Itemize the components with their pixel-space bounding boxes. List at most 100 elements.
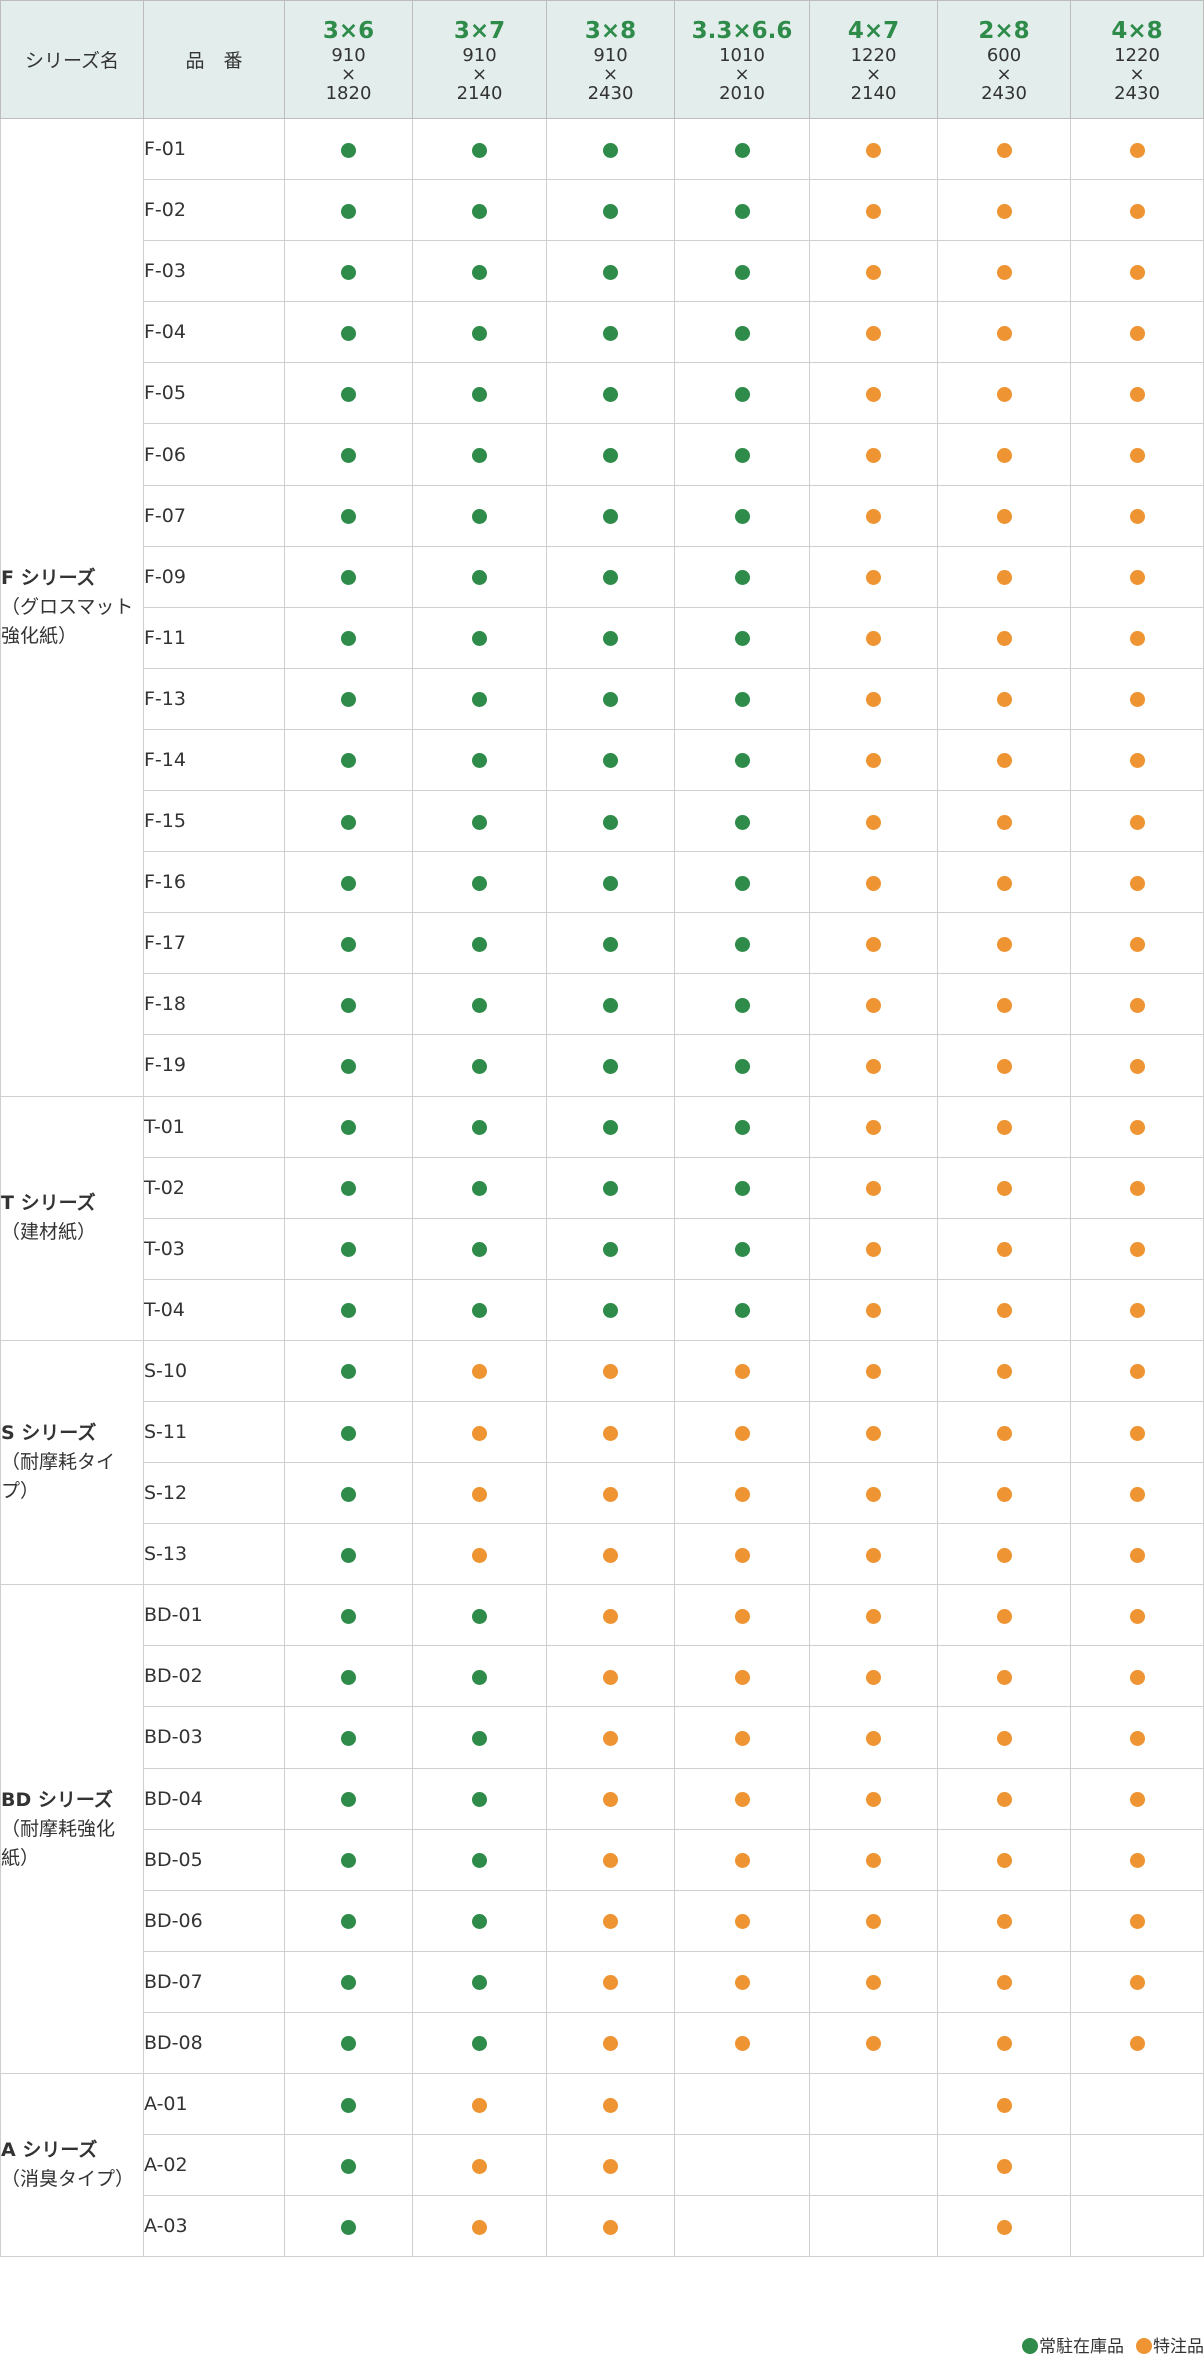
availability-cell [937,1400,1071,1464]
availability-cell [937,1950,1071,2013]
stock-dot-icon [472,1242,487,1258]
special-order-dot-icon [1129,1058,1145,1074]
availability-cell [284,1706,413,1769]
special-order-dot-icon [1129,997,1145,1013]
special-order-dot-icon [866,1058,881,1074]
product-code: S-12 [143,1462,285,1525]
table-row: T シリーズ （建材紙） T-01 [0,1095,1204,1341]
availability-cell [284,2072,413,2136]
size-times: × [1129,64,1145,85]
stock-dot-icon [472,1853,487,1869]
stock-dot-icon [341,1914,356,1930]
availability-cell [1070,179,1204,242]
availability-cell [412,484,547,547]
availability-cell [1070,2195,1204,2258]
special-order-dot-icon [734,1364,750,1380]
availability-cell [412,1400,547,1464]
special-order-dot-icon [996,1975,1012,1991]
product-code: T-04 [143,1278,285,1341]
availability-cell [284,1156,413,1219]
availability-cell [546,1339,675,1402]
stock-dot-icon [734,631,750,647]
availability-cell [809,973,938,1036]
availability-cell [412,728,547,792]
special-order-dot-icon [866,1120,881,1136]
size-header-3x6: 3×6 910 × 1820 [284,0,413,119]
series-name-header: シリーズ名 [0,0,144,119]
size-height: 2140 [456,83,503,104]
series-name-cell: A シリーズ （消臭タイプ） [0,2072,144,2258]
series-name: F シリーズ [1,566,96,589]
stock-dot-icon [603,753,618,769]
availability-cell [674,1217,810,1280]
special-order-dot-icon [866,1303,881,1319]
product-code-header: 品 番 [143,0,285,119]
availability-cell [809,1767,938,1830]
availability-cell [674,606,810,669]
size-label: 4×7 [847,18,900,44]
size-header-3x8: 3×8 910 × 2430 [546,0,675,119]
special-order-dot-icon [996,1364,1012,1380]
stock-dot-icon [472,1669,487,1685]
series-description: （耐摩耗強化紙） [1,1817,116,1869]
table-row: F-13 [1,667,1204,730]
table-row: F-14 [1,728,1204,792]
product-code: BD-05 [143,1828,285,1891]
size-header-4x8: 4×8 1220 × 2430 [1070,0,1204,119]
special-order-dot-icon [996,997,1012,1013]
special-order-dot-icon [1129,1730,1145,1746]
special-order-dot-icon [734,1425,750,1441]
availability-cell [412,117,547,181]
availability-cell [674,1889,810,1952]
availability-cell [809,117,938,181]
table-row: BD シリーズ （耐摩耗強化紙） BD-01 [0,1584,1204,2074]
availability-cell [809,1217,938,1280]
series-name: S シリーズ [1,1422,97,1445]
product-code: BD-06 [143,1889,285,1952]
availability-cell [1070,1706,1204,1769]
stock-dot-icon [603,692,618,708]
availability-cell [809,1339,938,1402]
availability-cell [546,117,675,181]
availability-cell [412,240,547,303]
table-row: S-11 [1,1400,1204,1464]
size-width: 910 [462,45,497,66]
stock-dot-icon [472,997,487,1013]
special-order-dot-icon [866,325,881,341]
availability-cell [937,1584,1071,1647]
special-order-dot-icon [866,448,881,464]
special-order-dot-icon [734,1730,750,1746]
availability-cell [809,301,938,364]
availability-cell [809,912,938,975]
legend-stock-label: 常駐在庫品 [1039,2337,1124,2357]
stock-dot-icon [734,1120,750,1136]
stock-dot-icon [472,264,487,280]
table-row: F-02 [1,179,1204,242]
size-header-3x7: 3×7 910 × 2140 [412,0,547,119]
availability-cell [546,545,675,608]
size-height: 2430 [981,83,1027,104]
availability-cell [546,973,675,1036]
availability-cell [674,2195,810,2258]
size-header-3.3x6.6: 3.3×6.6 1010 × 2010 [674,0,810,119]
stock-dot-icon [341,1669,356,1685]
stock-dot-icon [341,1364,356,1380]
stock-dot-icon [341,1242,356,1258]
special-order-dot-icon [603,1364,618,1380]
stock-dot-icon [472,753,487,769]
special-order-dot-icon [603,2097,618,2113]
stock-dot-icon [603,631,618,647]
product-code: F-07 [143,484,285,547]
availability-cell [1070,301,1204,364]
availability-cell [284,606,413,669]
table-row: BD-08 [1,2011,1204,2075]
stock-dot-icon [472,509,487,525]
special-order-dot-icon [1129,753,1145,769]
stock-dot-icon [734,448,750,464]
availability-cell [937,179,1071,242]
stock-dot-icon [603,570,618,586]
special-order-dot-icon [603,1730,618,1746]
special-order-dot-icon [996,203,1012,219]
stock-dot-icon [734,1058,750,1074]
size-label: 2×8 [978,18,1030,44]
